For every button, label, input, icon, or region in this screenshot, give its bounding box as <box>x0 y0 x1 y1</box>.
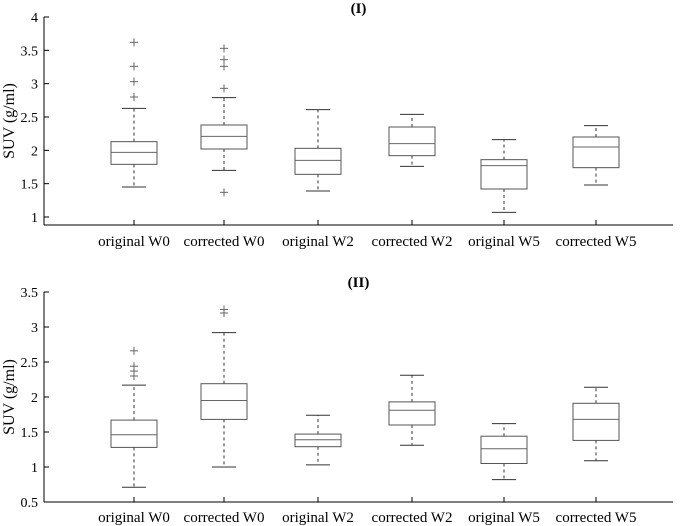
y-axis-label: SUV (g/ml) <box>1 359 18 435</box>
box-4 <box>388 374 436 446</box>
outlier-point <box>130 77 138 86</box>
category-label: original W2 <box>282 234 354 250</box>
category-label: corrected W0 <box>184 234 265 250</box>
category-label: original W2 <box>282 510 354 526</box>
box-3 <box>294 414 342 466</box>
outlier-point <box>130 362 138 371</box>
iqr-box <box>388 126 436 157</box>
box-5 <box>480 139 528 213</box>
y-tick-label: 3 <box>31 78 38 93</box>
iqr-box <box>110 419 158 448</box>
iqr-box <box>388 401 436 426</box>
iqr-box <box>294 147 342 175</box>
panel-ii: 0.5 1 1.5 2 2.5 3 3.5 original W0 corrected W0 or… <box>1 275 673 526</box>
category-label: original W5 <box>468 234 540 250</box>
iqr-box <box>572 402 620 441</box>
outlier-point <box>130 346 138 355</box>
category-label: original W0 <box>98 510 170 526</box>
box-2 <box>200 305 248 468</box>
outlier-point <box>220 188 228 197</box>
category-label: corrected W2 <box>372 510 453 526</box>
y-tick-label: 1.5 <box>21 178 39 193</box>
y-tick-label: 0.5 <box>21 496 39 511</box>
y-tick-label: 1 <box>31 461 38 476</box>
iqr-box <box>480 159 528 190</box>
y-tick-label: 2.5 <box>21 356 39 371</box>
outlier-point <box>220 84 228 93</box>
iqr-box <box>294 433 342 448</box>
outlier-point <box>220 55 228 64</box>
y-tick-label: 1.5 <box>21 426 39 441</box>
category-label: corrected W5 <box>556 234 637 250</box>
iqr-box <box>480 435 528 465</box>
box-4 <box>388 113 436 167</box>
y-tick-label: 2 <box>31 144 38 159</box>
box-5 <box>480 423 528 481</box>
outlier-point <box>220 44 228 53</box>
iqr-box <box>572 136 620 169</box>
category-label: corrected W0 <box>184 510 265 526</box>
category-label: original W0 <box>98 234 170 250</box>
box-6 <box>572 125 620 186</box>
iqr-box <box>200 383 248 420</box>
outlier-point <box>130 93 138 101</box>
y-tick-label: 1 <box>31 211 38 226</box>
category-label: original W5 <box>468 510 540 526</box>
box-1 <box>110 38 158 188</box>
y-axis-label: SUV (g/ml) <box>1 83 18 159</box>
y-tick-label: 2 <box>31 391 38 406</box>
chart-title: (II) <box>348 275 370 291</box>
box-1 <box>110 346 158 488</box>
box-2 <box>200 44 248 197</box>
y-tick-label: 3.5 <box>21 286 39 301</box>
box-6 <box>572 386 620 462</box>
y-tick-label: 3.5 <box>21 44 39 59</box>
category-label: corrected W5 <box>556 510 637 526</box>
chart-title: (I) <box>351 1 367 17</box>
y-tick-label: 3 <box>31 321 38 336</box>
y-tick-label: 4 <box>31 11 38 26</box>
category-label: corrected W2 <box>372 234 453 250</box>
iqr-box <box>110 141 158 165</box>
box-3 <box>294 109 342 192</box>
outlier-point <box>130 38 138 47</box>
panel-i: 1 1.5 2 2.5 3 3.5 4 original W0 corrected W0 orig… <box>1 1 673 250</box>
outlier-point <box>220 305 228 314</box>
y-tick-label: 2.5 <box>21 111 39 126</box>
iqr-box <box>200 124 248 150</box>
outlier-point <box>130 62 138 71</box>
